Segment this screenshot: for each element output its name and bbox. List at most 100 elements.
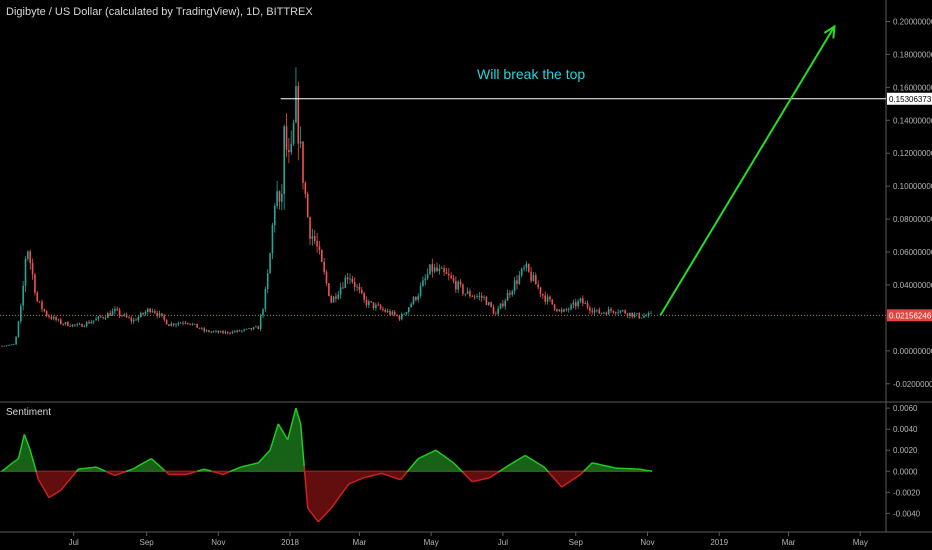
sentiment-line-segment [242,465,246,468]
candle-body [617,312,619,314]
candle-body [551,299,554,305]
sentiment-line-segment [146,459,150,462]
candle-body [572,302,575,305]
candle-body [234,331,236,333]
candle-body [410,303,412,308]
candle-body [20,305,22,322]
sentiment-line-segment [166,471,170,475]
candle-body [64,322,67,325]
candle-body [647,313,650,316]
sentiment-line-segment [397,478,401,481]
candle-body [563,309,565,312]
candle-body [636,313,638,314]
sentiment-line-segment [15,459,17,462]
sentiment-line-segment [343,486,348,491]
sentiment-line-segment [315,517,318,521]
candle-body [8,344,10,346]
sentiment-line-segment [575,475,579,479]
sentiment-line-segment [9,463,12,466]
sentiment-line-segment [460,469,464,473]
sentiment-line-segment [30,453,33,458]
sentiment-line-segment [469,478,473,483]
candle-body [560,309,563,312]
candle-body [67,322,69,326]
sentiment-line-segment [12,461,14,464]
candle-body [398,315,401,320]
sentiment-line-segment [143,460,147,464]
sentiment-line-segment [302,455,305,467]
candle-body [241,330,243,332]
candle-body [323,261,325,273]
sentiment-line-segment [247,464,250,467]
sentiment-line-segment [263,454,267,458]
candle-body [59,319,62,324]
current-price-tag [887,309,932,322]
sentiment-line-segment [442,454,446,458]
candle-body [485,296,488,305]
sentiment-line-segment [565,481,570,485]
sentiment-line-segment [307,507,310,511]
sentiment-line-segment [53,493,56,496]
sentiment-line-segment [311,512,314,516]
candle-body [607,309,610,315]
candle-body [48,315,50,317]
sentiment-line-segment [496,471,500,474]
sentiment-line-segment [159,465,163,470]
candle-body [212,331,215,333]
candle-body [316,240,318,247]
sentiment-line-segment [296,413,300,417]
sentiment-line-segment [383,473,387,476]
candle-body [168,324,170,327]
candle-body [318,246,321,251]
candle-body [189,323,191,325]
sentiment-line-segment [304,476,307,488]
sentiment-line-segment [107,471,111,475]
candle-body [539,287,542,294]
candle-body [349,278,351,280]
sentiment-line-segment [301,444,305,456]
sentiment-line-segment [420,455,423,459]
candle-body [584,303,586,304]
y-tick-label: 0.04000000 [893,281,932,290]
sentiment-line-segment [312,514,315,518]
candle-body [391,311,394,315]
sentiment-line-segment [222,472,226,476]
candle-body [92,320,95,322]
y-tick-label: 0.20000000 [893,17,932,26]
candle-body [137,317,140,321]
sentiment-line-segment [299,421,302,425]
sentiment-line-segment [577,473,581,477]
sentiment-line-segment [40,483,44,487]
x-tick-label: May [853,538,868,547]
candle-body [1,345,3,347]
sentiment-line-segment [130,468,133,471]
candle-body [614,312,617,314]
sentiment-line-segment [292,415,295,421]
candle-body [506,292,509,301]
candle-body [534,275,537,285]
candle-body [271,225,274,254]
projection-arrow-line [659,25,836,316]
indicator-name: Sentiment [6,407,52,418]
sentiment-line-segment [411,463,415,468]
candle-body [10,344,13,346]
candle-body [346,277,349,280]
sentiment-line-segment [348,482,352,485]
sentiment-line-segment [439,452,443,456]
sentiment-line-segment [324,512,327,516]
candle-body [499,303,502,309]
sentiment-line-segment [51,494,54,497]
chart-title: Digibyte / US Dollar (calculated by Trad… [6,6,313,18]
sentiment-line-segment [474,480,477,482]
sentiment-line-segment [186,473,190,476]
candle-body [368,301,370,306]
candle-body [297,86,300,144]
sentiment-line-segment [19,449,22,453]
sentiment-line-segment [561,484,565,488]
sentiment-line-segment [20,443,23,447]
sentiment-line-segment [10,462,14,465]
candle-body [433,267,436,272]
sentiment-line-segment [363,476,367,479]
candle-body [304,182,307,195]
candle-body [229,333,231,334]
